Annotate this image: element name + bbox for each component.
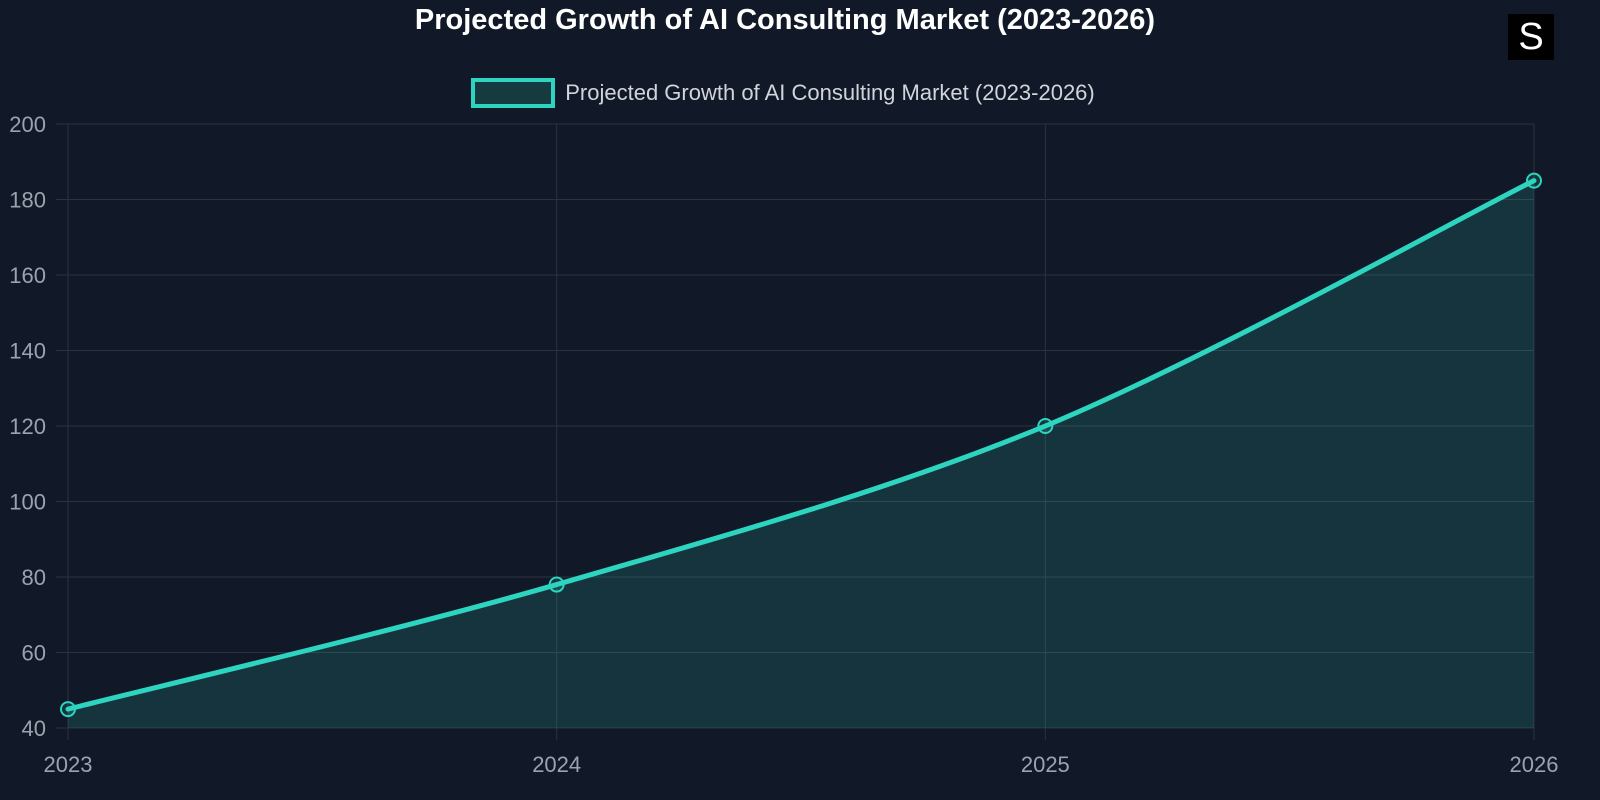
y-tick-label: 160 <box>9 263 46 288</box>
data-point <box>1526 172 1542 189</box>
legend[interactable]: Projected Growth of AI Consulting Market… <box>0 78 1600 108</box>
y-tick-label: 140 <box>9 339 46 364</box>
x-tick-label: 2023 <box>44 752 93 777</box>
series-area <box>68 180 1534 728</box>
x-tick-label: 2024 <box>532 752 581 777</box>
series-line <box>65 178 1537 712</box>
logo: S <box>1508 14 1554 60</box>
data-point <box>548 576 565 593</box>
x-tick-label: 2025 <box>1021 752 1070 777</box>
chart-title: Projected Growth of AI Consulting Market… <box>414 4 1156 36</box>
y-tick-label: 80 <box>22 565 46 590</box>
legend-swatch <box>471 78 556 108</box>
legend-label: Projected Growth of AI Consulting Market… <box>565 80 1095 105</box>
y-tick-label: 200 <box>9 112 46 137</box>
y-tick-label: 120 <box>9 414 46 439</box>
y-tick-label: 180 <box>9 188 46 213</box>
data-point <box>1037 418 1054 434</box>
y-tick-label: 100 <box>9 490 46 515</box>
y-tick-label: 40 <box>22 716 46 741</box>
data-point <box>60 701 76 718</box>
x-tick-label: 2026 <box>1510 752 1559 777</box>
y-tick-label: 60 <box>22 641 46 666</box>
